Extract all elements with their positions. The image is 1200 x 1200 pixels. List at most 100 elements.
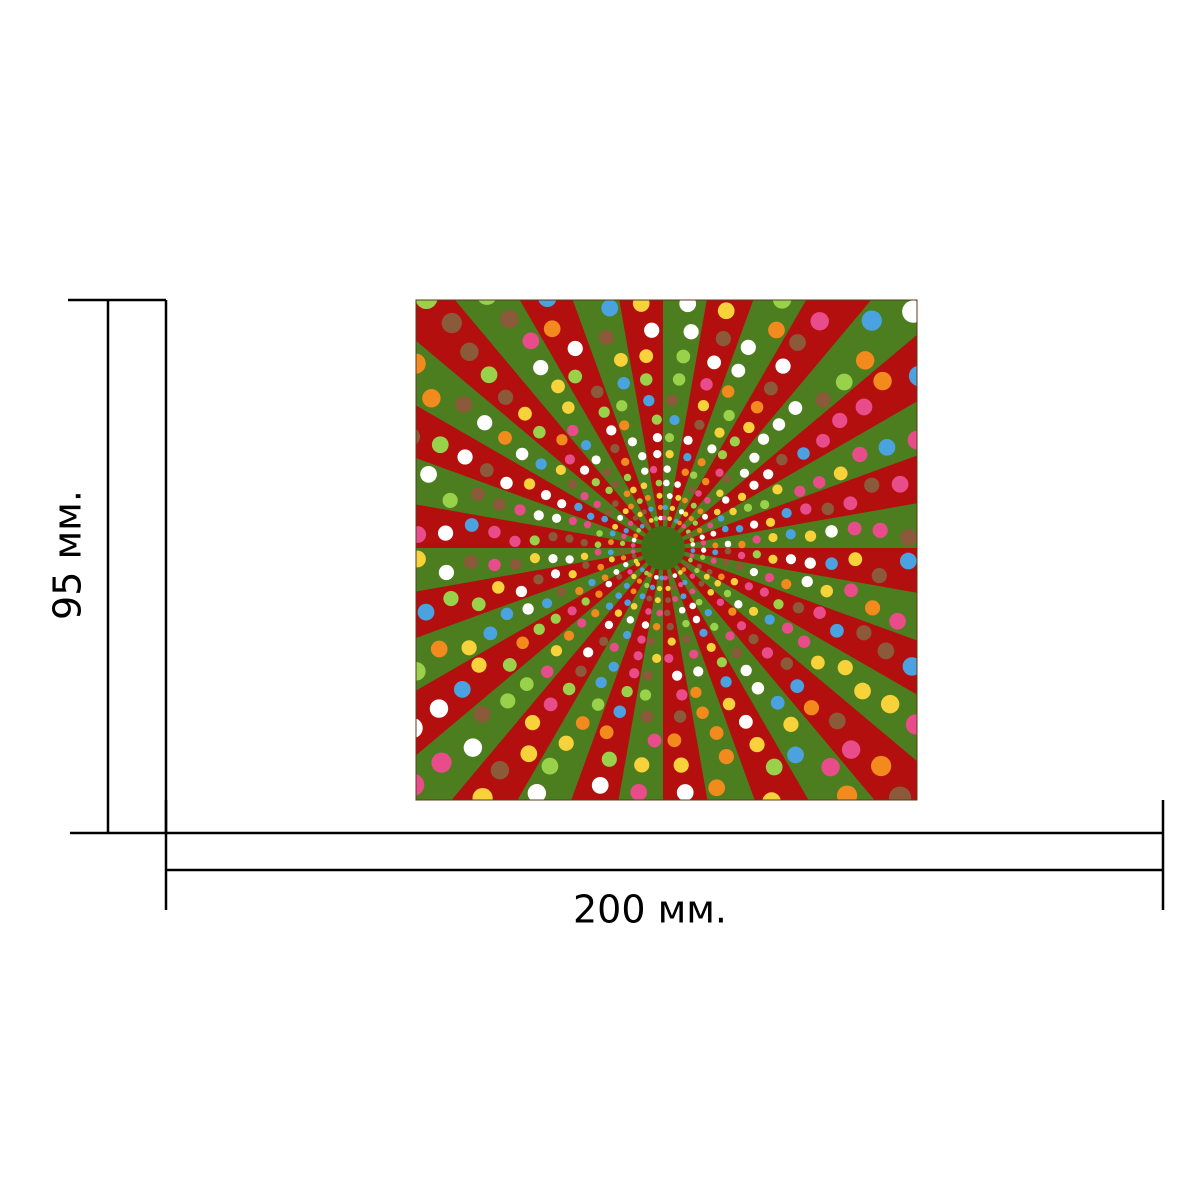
emoji-dot (687, 532, 693, 538)
emoji-dot (416, 550, 426, 568)
emoji-dot (257, 700, 284, 727)
emoji-dot (927, 397, 947, 417)
emoji-dot (694, 567, 700, 574)
emoji-dot (310, 501, 332, 523)
emoji-dot (500, 309, 519, 329)
emoji-dot (723, 409, 735, 422)
emoji-dot (503, 227, 525, 249)
emoji-dot (608, 556, 615, 563)
emoji-dot (234, 439, 261, 466)
emoji-dot (781, 622, 794, 634)
emoji-dot (787, 746, 804, 764)
emoji-dot (562, 401, 575, 414)
emoji-dot (599, 725, 614, 740)
emoji-dot (529, 535, 540, 546)
emoji-dot (354, 841, 381, 868)
emoji-dot (828, 712, 846, 730)
emoji-dot (749, 452, 760, 463)
emoji-dot (891, 475, 909, 493)
emoji-dot (610, 155, 634, 179)
emoji-dot (619, 540, 626, 546)
ray (619, 300, 663, 548)
emoji-dot (703, 573, 710, 580)
emoji-dot (619, 549, 626, 555)
emoji-dot (1033, 558, 1057, 582)
emoji-dot (701, 547, 707, 553)
emoji-dot (639, 349, 654, 364)
emoji-dot (864, 600, 881, 616)
emoji-dot (743, 503, 753, 512)
emoji-dot (888, 786, 912, 800)
emoji-dot (695, 598, 703, 606)
emoji-dot (709, 726, 724, 740)
emoji-dot (574, 502, 583, 512)
ray (416, 548, 663, 756)
emoji-dot (639, 689, 652, 701)
emoji-dot (704, 608, 712, 617)
emoji-dot (605, 580, 613, 588)
tile-border (415, 299, 918, 801)
emoji-dot (722, 697, 736, 711)
emoji-dot (575, 716, 590, 730)
emoji-dot (1023, 627, 1047, 651)
emoji-dot (373, 408, 393, 428)
emoji-dot (838, 247, 860, 269)
emoji-dot (615, 592, 622, 600)
emoji-dot (1058, 654, 1085, 681)
emoji-dot (690, 686, 702, 699)
emoji-dot (665, 450, 674, 459)
emoji-dot (342, 686, 364, 708)
emoji-dot (744, 582, 753, 591)
emoji-dot (880, 694, 900, 714)
emoji-dot (962, 388, 984, 410)
emoji-dot (625, 194, 647, 216)
emoji-dot (672, 373, 686, 386)
emoji-dot (760, 499, 770, 510)
emoji-dot (760, 168, 784, 192)
emoji-dot (610, 443, 620, 454)
emoji-dot (902, 657, 917, 676)
emoji-dot (750, 400, 764, 414)
emoji-dot (757, 433, 770, 445)
emoji-dot (577, 618, 587, 628)
emoji-dot (567, 340, 583, 357)
emoji-dot (792, 602, 805, 614)
emoji-dot (724, 547, 732, 555)
emoji-dot (520, 745, 538, 763)
emoji-dot (353, 611, 373, 631)
emoji-dot (692, 615, 701, 624)
emoji-dot (689, 537, 695, 543)
emoji-dot (380, 511, 398, 529)
emoji-dot (651, 414, 662, 425)
emoji-dot (500, 476, 513, 490)
emoji-dot (785, 529, 796, 540)
emoji-dot (636, 498, 643, 505)
emoji-dot (612, 500, 619, 507)
emoji-dot (528, 820, 548, 840)
emoji-dot (682, 511, 689, 517)
emoji-dot (492, 581, 505, 594)
emoji-dot (552, 207, 574, 229)
emoji-dot (876, 846, 900, 870)
emoji-dot (493, 498, 506, 511)
emoji-dot (833, 466, 848, 481)
emoji-dot (716, 598, 725, 606)
emoji-dot (961, 519, 981, 539)
emoji-dot (490, 761, 510, 780)
emoji-dot (591, 478, 600, 487)
emoji-dot (736, 621, 747, 631)
emoji-dot (739, 468, 750, 478)
emoji-dot (688, 516, 694, 522)
emoji-dot (688, 486, 696, 494)
emoji-dot (770, 126, 797, 153)
emoji-dot (580, 538, 588, 547)
emoji-dot (606, 425, 617, 436)
emoji-dot (533, 425, 546, 439)
emoji-dot (773, 599, 784, 610)
emoji-dot (620, 555, 627, 561)
emoji-dot (568, 516, 578, 526)
emoji-dot (663, 479, 670, 487)
emoji-dot (870, 755, 892, 777)
emoji-dot (538, 300, 557, 308)
emoji-dot (542, 946, 569, 973)
